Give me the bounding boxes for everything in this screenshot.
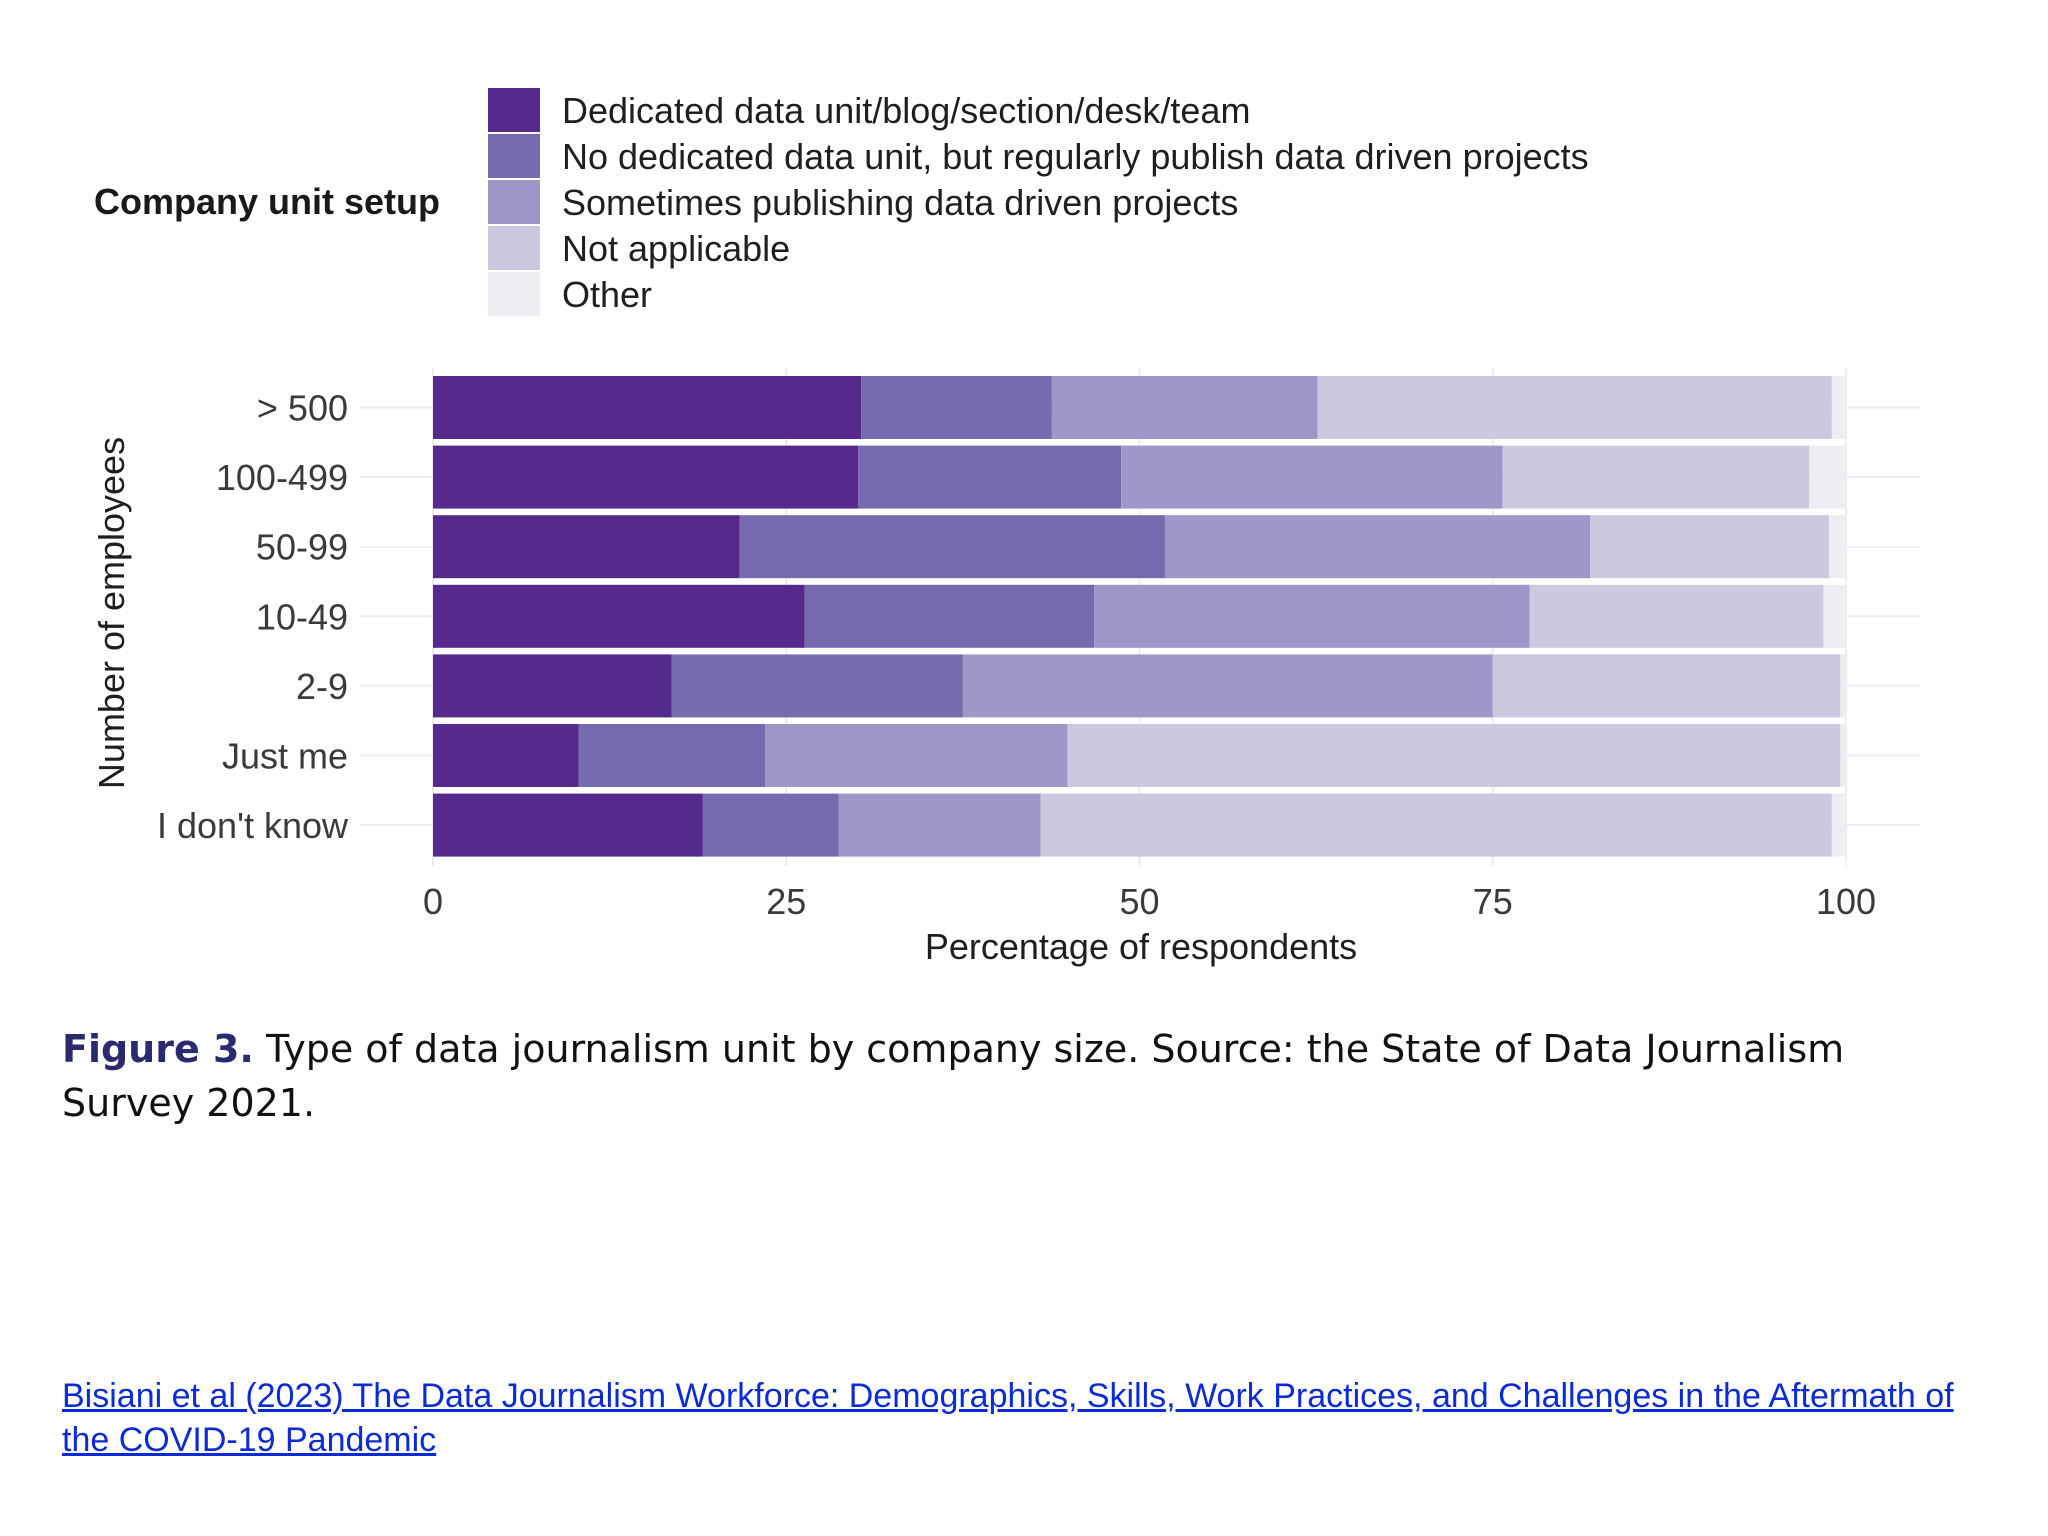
bar-segment	[433, 445, 859, 509]
bar-segment	[702, 793, 839, 857]
bar-segment	[1040, 793, 1832, 857]
bar-segment	[433, 654, 672, 718]
bar-segment	[858, 445, 1122, 509]
x-tick-label: 75	[1473, 881, 1513, 922]
bar-segment	[433, 724, 579, 787]
citation: Bisiani et al (2023) The Data Journalism…	[62, 1374, 1982, 1462]
legend: Company unit setup Dedicated data unit/b…	[94, 88, 1589, 316]
y-tick-labels: > 500 100-499 50-99 10-49 2-9 Just me I don't …	[157, 388, 349, 847]
legend-label: No dedicated data unit, but regularly pu…	[562, 136, 1589, 177]
bar-segment	[1831, 793, 1846, 857]
bar-segment	[838, 793, 1041, 857]
bar-segment	[1121, 445, 1503, 509]
y-tick-label: > 500	[257, 388, 348, 429]
x-tick-label: 50	[1119, 881, 1159, 922]
legend-label: Sometimes publishing data driven project…	[562, 182, 1238, 223]
y-tick-label: I don't know	[157, 805, 349, 846]
x-axis-title: Percentage of respondents	[925, 926, 1357, 967]
stacked-bar-chart: Company unit setup Dedicated data unit/b…	[91, 88, 1920, 967]
bar-segment	[433, 584, 805, 648]
bar-segment	[433, 515, 740, 579]
citation-link[interactable]: Bisiani et al (2023) The Data Journalism…	[62, 1377, 1954, 1459]
bar-segment	[1529, 584, 1824, 648]
bar-segment	[1317, 376, 1832, 439]
bar-segment	[804, 584, 1095, 648]
bar-segment	[1840, 724, 1846, 787]
y-tick-label: 50-99	[256, 527, 348, 568]
bar-segment	[1051, 376, 1318, 439]
legend-swatch	[488, 88, 540, 132]
bar-segment	[765, 724, 1068, 787]
bar-segment	[1823, 584, 1846, 648]
bar-segment	[1831, 376, 1846, 439]
legend-label: Dedicated data unit/blog/section/desk/te…	[562, 90, 1250, 131]
bar-segment	[671, 654, 963, 718]
x-tick-label: 0	[423, 881, 443, 922]
legend-label: Not applicable	[562, 228, 790, 269]
bar-segment	[578, 724, 766, 787]
legend-label: Other	[562, 274, 652, 315]
legend-swatch	[488, 134, 540, 178]
y-tick-label: 10-49	[256, 596, 348, 637]
y-tick-label: 2-9	[296, 666, 348, 707]
figure-label: Figure 3.	[62, 1027, 254, 1071]
bar-segment	[1809, 445, 1846, 509]
figure-caption: Figure 3. Type of data journalism unit b…	[62, 1022, 1982, 1130]
legend-title: Company unit setup	[94, 181, 440, 222]
bar-segment	[1094, 584, 1530, 648]
bar-segment	[962, 654, 1493, 718]
bar-segment	[1590, 515, 1830, 579]
legend-swatch	[488, 180, 540, 224]
legend-swatch	[488, 272, 540, 316]
bar-segment	[1829, 515, 1846, 579]
x-tick-label: 25	[766, 881, 806, 922]
bar-segment	[861, 376, 1052, 439]
bar-segment	[1492, 654, 1841, 718]
y-tick-label: 100-499	[216, 457, 348, 498]
x-tick-label: 100	[1816, 881, 1876, 922]
bar-segment	[433, 793, 703, 857]
bar-segment	[433, 376, 862, 439]
bar-segment	[739, 515, 1165, 579]
figure-caption-text: Type of data journalism unit by company …	[62, 1027, 1845, 1125]
x-tick-labels: 0 25 50 75 100	[423, 881, 1876, 922]
bar-segment	[1067, 724, 1841, 787]
bars	[433, 376, 1846, 857]
bar-segment	[1164, 515, 1591, 579]
bar-segment	[1840, 654, 1846, 718]
y-tick-label: Just me	[222, 736, 348, 777]
y-axis-title: Number of employees	[91, 437, 132, 789]
legend-swatch	[488, 226, 540, 270]
bar-segment	[1502, 445, 1810, 509]
